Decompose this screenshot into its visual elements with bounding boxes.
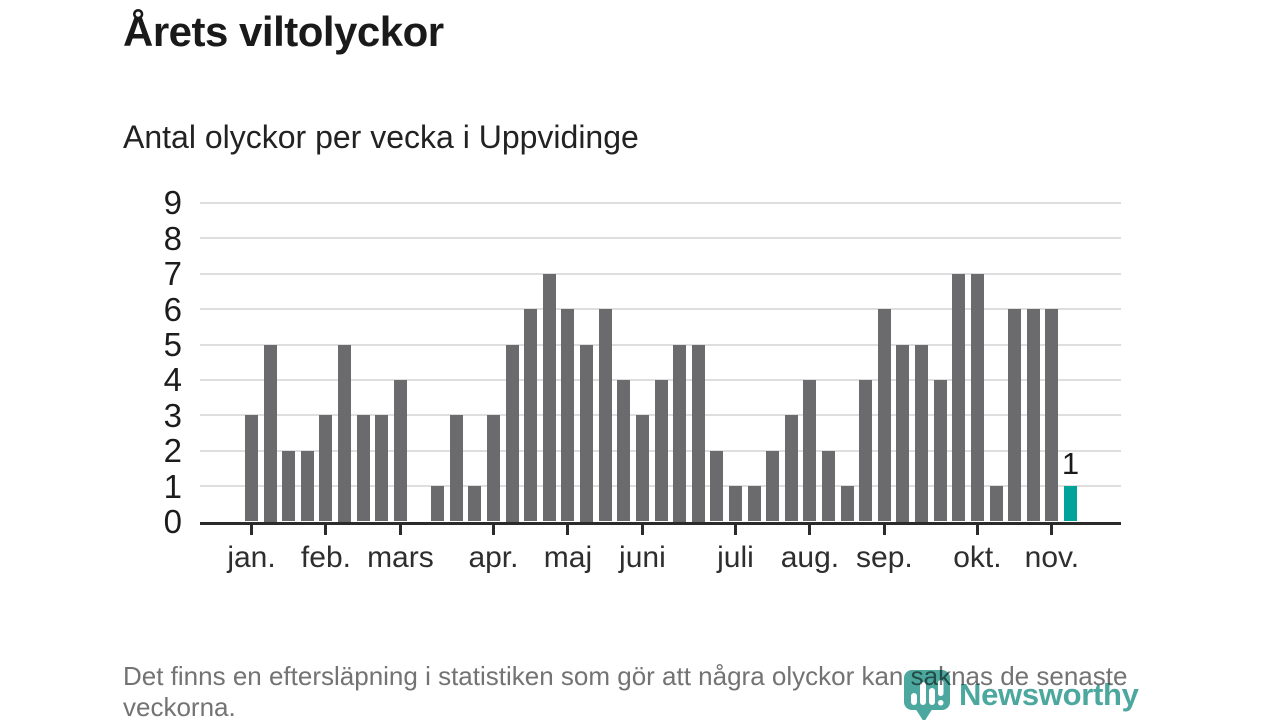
x-axis-tick-sep [882, 524, 886, 535]
chart-bar-week-21 [617, 379, 631, 522]
chart-bar-week-35 [877, 309, 891, 522]
chart-bar-week-40 [970, 273, 984, 522]
month-label-juni: juni [619, 541, 666, 574]
x-axis-tick-okt [975, 524, 979, 535]
chart-bar-week-18 [561, 309, 575, 522]
month-label-nov: nov. [1024, 541, 1080, 574]
y-axis-label-4: 4 [163, 361, 182, 399]
chart-bar-week-7 [356, 415, 370, 522]
chart-bar-week-30 [784, 415, 798, 522]
y-axis-label-7: 7 [163, 255, 182, 293]
y-axis-label-5: 5 [163, 326, 182, 363]
chart-bar-week-31 [803, 379, 817, 522]
chart-bar-week-32 [822, 450, 836, 522]
chart-bar-week-42 [1008, 309, 1022, 522]
chart-bar-week-24 [673, 344, 687, 522]
chart-bar-week-17 [542, 273, 556, 522]
chart-bar-week-19 [580, 344, 594, 522]
chart-bar-week-5 [319, 415, 333, 522]
chart-bar-week-44 [1045, 309, 1059, 522]
chart-bar-week-29 [766, 450, 780, 522]
chart-bar-week-4 [300, 450, 314, 522]
chart-bar-week-22 [635, 415, 649, 522]
chart-bar-week-45 [1064, 486, 1078, 522]
month-label-okt: okt. [953, 541, 1002, 574]
chart-bar-week-41 [989, 486, 1003, 522]
x-axis-tick-mars [398, 524, 402, 535]
chart-bar-week-3 [282, 450, 296, 522]
y-axis-label-0: 0 [163, 503, 182, 540]
chart-subtitle: Antal olyckor per vecka i Uppvidinge [123, 119, 639, 155]
chart-bar-week-26 [710, 450, 724, 522]
newsworthy-logo-icon [904, 670, 950, 720]
gridline-7 [200, 272, 1121, 275]
month-label-feb: feb. [300, 541, 351, 574]
chart-bar-week-27 [728, 486, 742, 522]
chart-bar-week-11 [431, 486, 445, 522]
y-axis-label-9: 9 [163, 184, 182, 222]
x-axis-tick-juni [640, 524, 644, 535]
chart-bar-week-6 [338, 344, 352, 522]
chart-bar-week-37 [915, 344, 929, 522]
x-axis-tick-jan [250, 524, 253, 535]
x-axis-tick-aug [808, 524, 812, 535]
chart-bar-week-25 [691, 344, 705, 522]
x-axis-tick-juli [733, 524, 737, 535]
chart-bar-week-38 [933, 379, 947, 522]
y-axis-label-2: 2 [163, 432, 182, 470]
month-label-mars: mars [367, 541, 434, 574]
y-axis-label-1: 1 [163, 467, 182, 505]
chart-bar-week-28 [747, 486, 761, 522]
chart-bar-week-43 [1026, 309, 1040, 522]
chart-bar-week-1 [245, 415, 258, 522]
chart-bar-week-39 [952, 273, 966, 522]
chart-bar-week-2 [263, 344, 277, 522]
month-label-jan: jan. [227, 541, 276, 574]
chart-bar-week-8 [375, 415, 389, 522]
month-label-apr: apr. [468, 541, 519, 574]
x-axis-tick-nov [1050, 524, 1054, 535]
last-value-annotation: 1 [1061, 446, 1080, 481]
page-title: Årets viltolyckor [123, 8, 444, 55]
x-axis-tick-maj [566, 524, 570, 535]
chart-bar-week-23 [654, 379, 668, 522]
x-axis-line [200, 521, 1121, 525]
footer-note: Det finns en eftersläpning i statistiken… [123, 661, 1128, 720]
chart-bar-week-16 [524, 309, 538, 522]
chart-bar-week-34 [859, 379, 873, 522]
gridline-9 [200, 201, 1121, 204]
month-label-aug: aug. [780, 541, 840, 574]
newsworthy-logo: Newsworthy [903, 667, 1163, 720]
chart-bar-week-20 [598, 309, 612, 522]
month-label-sep: sep. [856, 541, 913, 574]
chart-bar-week-9 [393, 379, 407, 522]
gridline-6 [200, 308, 1121, 311]
month-label-maj: maj [543, 541, 593, 574]
y-axis-label-3: 3 [163, 396, 182, 434]
newsworthy-wordmark: Newsworthy [959, 677, 1139, 712]
chart-bar-week-15 [505, 344, 519, 522]
chart-bar-week-36 [896, 344, 910, 522]
x-axis-tick-apr [491, 524, 495, 535]
gridline-5 [200, 343, 1121, 346]
chart-bar-week-14 [486, 415, 500, 522]
x-axis-tick-feb [324, 524, 328, 535]
y-axis-label-8: 8 [163, 219, 182, 257]
month-label-juli: juli [717, 541, 754, 574]
y-axis-label-6: 6 [163, 290, 182, 328]
gridline-8 [200, 237, 1121, 240]
chart-bar-week-33 [840, 486, 854, 522]
chart-bar-week-13 [468, 486, 482, 522]
chart-bar-week-12 [449, 415, 463, 522]
